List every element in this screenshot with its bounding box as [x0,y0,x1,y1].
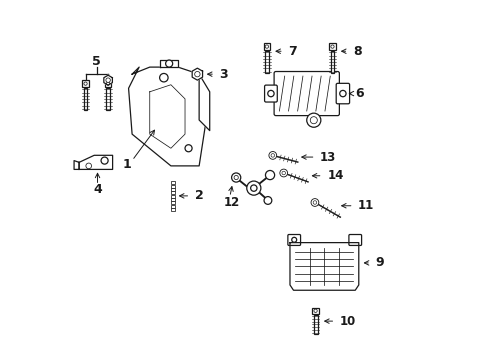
Bar [106,88,110,110]
Circle shape [84,82,87,85]
Circle shape [101,157,108,164]
Circle shape [292,237,296,242]
Circle shape [280,169,288,177]
Text: 6: 6 [355,87,364,100]
Circle shape [195,72,200,77]
Polygon shape [290,243,359,290]
Bar [171,181,174,184]
Circle shape [271,154,274,157]
Text: 11: 11 [358,199,374,212]
Polygon shape [160,60,178,67]
Text: 14: 14 [327,169,343,182]
Circle shape [185,145,192,152]
Text: 13: 13 [320,150,337,163]
Bar [171,208,174,211]
Bar [171,192,174,194]
Circle shape [311,199,319,206]
Circle shape [106,78,110,82]
Circle shape [282,171,286,175]
Circle shape [265,45,269,48]
FancyBboxPatch shape [288,234,300,246]
Circle shape [106,82,110,85]
Text: 4: 4 [93,183,102,196]
Polygon shape [199,74,210,131]
Circle shape [340,90,346,97]
Bar [171,185,174,188]
Text: 5: 5 [93,55,101,68]
Circle shape [331,45,334,48]
Bar [331,51,335,73]
Circle shape [307,113,321,127]
Bar [82,80,89,87]
Bar [329,43,336,50]
Text: 8: 8 [353,45,362,58]
Bar [84,88,88,110]
Text: 3: 3 [220,68,228,81]
Text: 9: 9 [375,256,384,269]
Bar [171,205,174,207]
Bar [314,315,318,334]
Circle shape [166,60,172,67]
Bar [171,188,174,191]
Polygon shape [79,155,113,170]
Text: 12: 12 [224,197,240,210]
Circle shape [269,152,277,159]
Circle shape [247,181,261,195]
Bar [312,308,319,314]
Text: 7: 7 [288,45,297,58]
Text: 1: 1 [122,158,131,171]
Circle shape [234,175,238,180]
Circle shape [264,197,272,204]
Circle shape [313,201,317,204]
Circle shape [251,185,257,191]
Circle shape [266,171,274,180]
Polygon shape [74,161,79,170]
Bar [171,195,174,198]
FancyBboxPatch shape [265,85,277,102]
Circle shape [310,117,318,124]
Circle shape [232,173,241,182]
Polygon shape [104,75,112,85]
Polygon shape [192,68,202,80]
Circle shape [160,73,168,82]
Text: 10: 10 [340,315,356,328]
Circle shape [268,90,274,97]
Circle shape [314,309,317,312]
Text: 2: 2 [195,189,204,202]
Bar [105,80,111,87]
Bar [265,51,269,73]
FancyBboxPatch shape [336,83,349,104]
Polygon shape [128,67,206,166]
Bar [171,198,174,201]
FancyBboxPatch shape [274,72,340,116]
FancyBboxPatch shape [349,234,362,246]
Bar [171,201,174,204]
Circle shape [86,163,92,169]
Bar [264,43,270,50]
